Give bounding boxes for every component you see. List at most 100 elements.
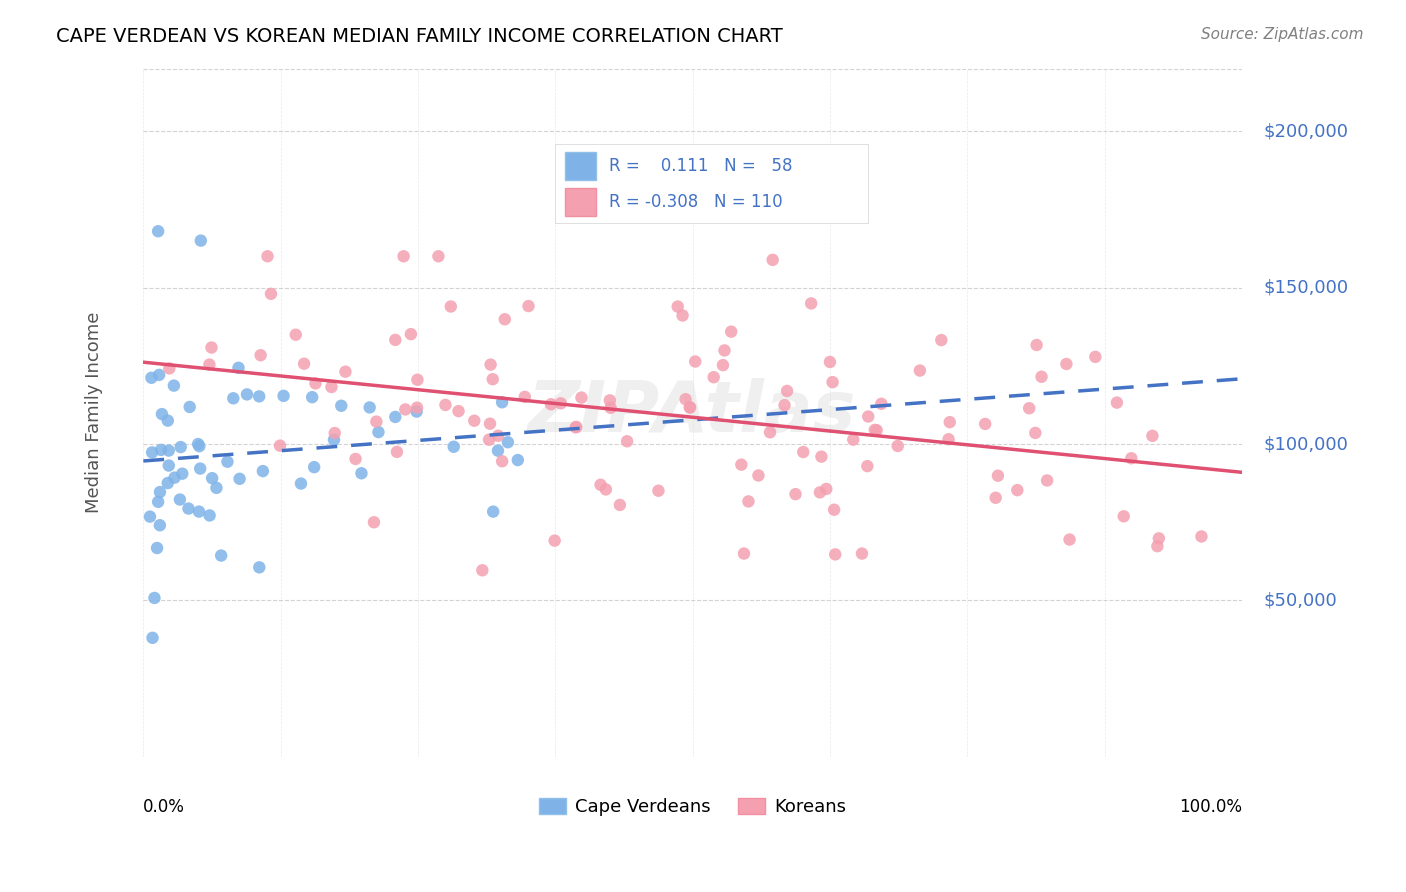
Point: [747, 468, 769, 483]
Point: [733, 547, 755, 561]
Point: [367, 425, 389, 439]
Point: [478, 433, 501, 447]
Point: [938, 432, 960, 446]
Point: [479, 358, 502, 372]
Point: [1142, 429, 1164, 443]
Point: [157, 361, 180, 376]
Point: [1112, 509, 1135, 524]
Point: [908, 363, 931, 377]
Text: $50,000: $50,000: [1264, 591, 1337, 609]
Point: [406, 401, 429, 415]
Point: [609, 498, 631, 512]
Point: [463, 414, 485, 428]
Legend: Cape Verdeans, Koreans: Cape Verdeans, Koreans: [531, 791, 853, 823]
Text: CAPE VERDEAN VS KOREAN MEDIAN FAMILY INCOME CORRELATION CHART: CAPE VERDEAN VS KOREAN MEDIAN FAMILY INC…: [56, 27, 783, 45]
Point: [938, 415, 960, 429]
Point: [666, 300, 689, 314]
Point: [776, 384, 799, 398]
Point: [335, 365, 357, 379]
Point: [815, 482, 838, 496]
Point: [405, 404, 427, 418]
Point: [187, 437, 209, 451]
Point: [440, 300, 463, 314]
Point: [443, 440, 465, 454]
Point: [170, 440, 193, 454]
Point: [800, 296, 823, 310]
Point: [929, 333, 952, 347]
Point: [156, 414, 179, 428]
Point: [737, 494, 759, 508]
Point: [486, 429, 509, 443]
Point: [139, 509, 162, 524]
Point: [146, 224, 169, 238]
Point: [201, 471, 224, 485]
Point: [1121, 451, 1143, 466]
Point: [394, 402, 416, 417]
Point: [359, 401, 381, 415]
Point: [330, 399, 353, 413]
Point: [141, 631, 163, 645]
Point: [494, 312, 516, 326]
Point: [304, 376, 326, 391]
Text: ZIPAtlas: ZIPAtlas: [529, 378, 856, 447]
Point: [198, 358, 221, 372]
Point: [384, 409, 406, 424]
Point: [323, 425, 346, 440]
Point: [447, 404, 470, 418]
Point: [482, 505, 505, 519]
Point: [479, 417, 502, 431]
Text: Source: ZipAtlas.com: Source: ZipAtlas.com: [1201, 27, 1364, 42]
Point: [247, 560, 270, 574]
Point: [824, 548, 846, 562]
Point: [1025, 338, 1047, 352]
Point: [858, 409, 880, 424]
Point: [1147, 532, 1170, 546]
Point: [301, 390, 323, 404]
Point: [290, 476, 312, 491]
Point: [565, 420, 588, 434]
Point: [1191, 529, 1213, 543]
Point: [1007, 483, 1029, 497]
Point: [599, 401, 621, 415]
Point: [163, 470, 186, 484]
Point: [350, 467, 373, 481]
Point: [163, 378, 186, 392]
Text: $100,000: $100,000: [1264, 435, 1348, 453]
Point: [711, 358, 734, 372]
Text: Median Family Income: Median Family Income: [84, 312, 103, 514]
Point: [506, 453, 529, 467]
Point: [818, 355, 841, 369]
Point: [323, 433, 346, 447]
Point: [679, 401, 702, 415]
Point: [149, 518, 172, 533]
Point: [260, 286, 283, 301]
Point: [344, 452, 367, 467]
Point: [156, 476, 179, 491]
Point: [851, 547, 873, 561]
Point: [321, 380, 343, 394]
Point: [866, 423, 889, 437]
Point: [273, 389, 295, 403]
Point: [256, 249, 278, 263]
Point: [198, 508, 221, 523]
Point: [1031, 369, 1053, 384]
Point: [595, 483, 617, 497]
Point: [141, 371, 163, 385]
Point: [1105, 395, 1128, 409]
Point: [785, 487, 807, 501]
Point: [366, 415, 388, 429]
Point: [427, 249, 450, 263]
Point: [821, 375, 844, 389]
Point: [589, 477, 612, 491]
Point: [1084, 350, 1107, 364]
Point: [363, 515, 385, 529]
Point: [177, 501, 200, 516]
Point: [762, 252, 785, 267]
Point: [808, 485, 831, 500]
Point: [228, 472, 250, 486]
Point: [205, 481, 228, 495]
Point: [543, 533, 565, 548]
Text: $150,000: $150,000: [1264, 278, 1348, 296]
Point: [683, 354, 706, 368]
Point: [188, 461, 211, 475]
